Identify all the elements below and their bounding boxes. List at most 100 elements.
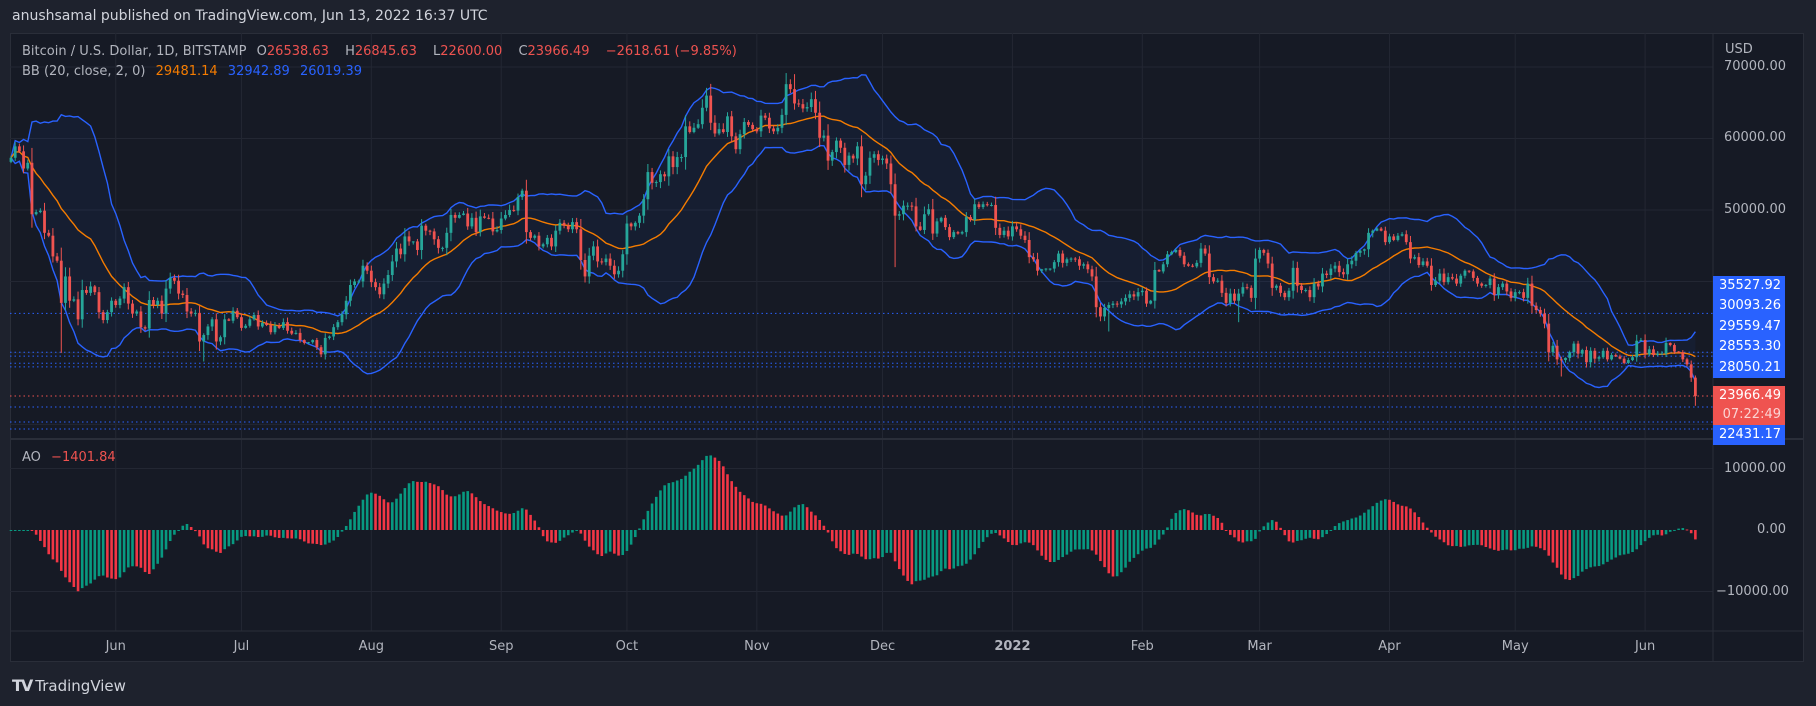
ao-bar [231, 530, 235, 545]
candle [206, 324, 210, 340]
candle [1111, 301, 1115, 309]
candle [122, 283, 126, 304]
ao-bar [742, 495, 746, 530]
ao-bar [319, 530, 323, 546]
candle [1438, 268, 1442, 284]
ao-bar [893, 530, 897, 562]
candle [131, 299, 134, 318]
candle-body [1396, 235, 1400, 240]
ao-bar [89, 530, 92, 584]
ao-bar [730, 481, 733, 530]
ao-bar [1337, 523, 1341, 530]
candle-body [788, 84, 792, 90]
candle-body [1484, 285, 1488, 287]
ao-bar [818, 519, 821, 530]
candle [612, 260, 616, 279]
ao-bar [1434, 530, 1437, 537]
candle-body [369, 270, 373, 283]
candle [22, 145, 25, 174]
ao-bar [797, 504, 801, 530]
candle-body [805, 107, 809, 109]
candle [1664, 337, 1668, 358]
candle-body [902, 205, 905, 215]
candle [629, 222, 633, 231]
candle [152, 296, 155, 309]
candle-body [1082, 264, 1086, 266]
ao-bar [80, 530, 84, 589]
time-label: Jun [1634, 639, 1656, 654]
ao-legend[interactable]: AO −1401.84 [22, 450, 122, 465]
candle-body [1522, 292, 1525, 298]
candle [1681, 350, 1685, 363]
ao-bar [856, 530, 859, 554]
candle-body [1392, 236, 1396, 240]
bb-upper-line [10, 74, 1696, 347]
candle-body [776, 127, 780, 132]
ao-bar [1044, 530, 1048, 560]
candle-body [1417, 257, 1421, 265]
candle [1015, 222, 1018, 232]
candle [470, 213, 474, 229]
candle [1124, 294, 1127, 306]
candle-body [1136, 292, 1140, 297]
candle [843, 142, 847, 173]
candle [1463, 269, 1467, 279]
candle [1417, 252, 1421, 268]
candle-body [524, 190, 528, 233]
candle-body [604, 258, 608, 263]
candle-body [80, 290, 84, 320]
ao-bar [1132, 530, 1136, 558]
bb-band-fill [11, 74, 1696, 388]
candle-body [1383, 230, 1387, 243]
currency-label: USD [1725, 42, 1753, 57]
candle [357, 279, 361, 284]
ao-bar [541, 530, 545, 537]
ao-bar [1203, 514, 1207, 530]
candle-body [550, 237, 553, 247]
candle-body [1249, 287, 1253, 298]
candle-body [755, 129, 759, 132]
candle-body [793, 89, 796, 104]
candle [1551, 341, 1555, 356]
bar-countdown: 07:22:49 [1713, 405, 1785, 426]
candle-body [730, 116, 734, 137]
time-label: Sep [488, 639, 514, 654]
bb-label: BB (20, close, 2, 0) [22, 64, 146, 79]
ao-bar [566, 530, 570, 536]
candle [281, 318, 285, 331]
candle-body [1186, 264, 1190, 266]
ao-bar [298, 530, 302, 540]
candle-body [428, 230, 432, 232]
candles [9, 73, 1697, 406]
ao-bar [1086, 530, 1090, 550]
candle-body [596, 246, 599, 262]
candle-body [998, 227, 1002, 235]
candle [1237, 288, 1241, 323]
candle-body [692, 127, 696, 133]
ao-bar [30, 530, 34, 531]
ao-bar [9, 530, 13, 531]
candle [780, 108, 784, 134]
candle-body [868, 157, 872, 176]
candle [348, 279, 352, 307]
symbol-legend[interactable]: Bitcoin / U.S. Dollar, 1D, BITSTAMP O265… [22, 44, 743, 59]
tradingview-logo[interactable]: TV TradingView [12, 676, 126, 695]
ao-bar [1392, 501, 1395, 530]
candle [273, 322, 277, 335]
candle-body [294, 332, 298, 334]
candle-body [751, 124, 755, 130]
candle-body [43, 210, 46, 233]
ao-bar [722, 466, 725, 530]
candle-body [436, 239, 440, 248]
ao-bar [194, 530, 197, 532]
candle-body [1664, 342, 1668, 354]
candle [248, 316, 252, 328]
bb-legend[interactable]: BB (20, close, 2, 0) 29481.14 32942.89 2… [22, 64, 368, 79]
candle [902, 200, 905, 221]
ao-bar [1212, 515, 1215, 530]
candle [340, 311, 344, 326]
candle [671, 151, 675, 175]
ao-bar [768, 508, 771, 530]
candle [1601, 348, 1605, 359]
